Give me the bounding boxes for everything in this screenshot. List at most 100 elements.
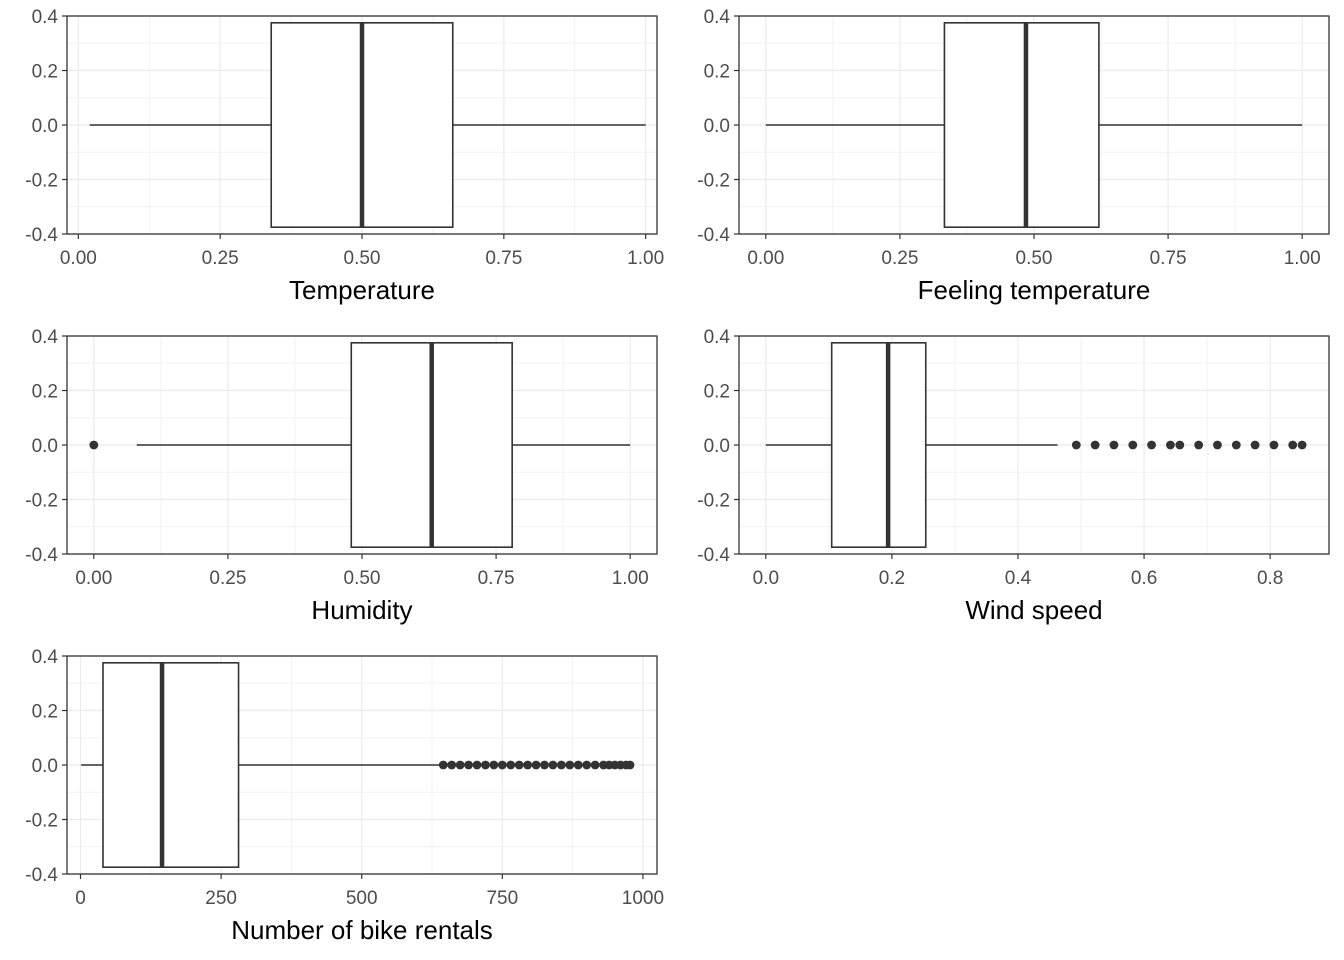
outlier-point [582, 760, 592, 770]
outlier-point [1231, 440, 1241, 450]
y-tick-label: -0.2 [25, 491, 58, 512]
x-tick-label: 0.75 [1150, 248, 1187, 269]
outlier-point [481, 760, 490, 770]
y-tick-label: 0.4 [32, 647, 59, 668]
outlier-point [1175, 440, 1185, 450]
x-axis-title: Wind speed [965, 595, 1102, 625]
y-tick-label: -0.4 [25, 225, 58, 246]
y-tick-label: 0.2 [704, 62, 730, 83]
y-tick-label: 0.0 [704, 436, 730, 457]
outlier-point [523, 760, 533, 770]
y-tick-label: 0.2 [32, 702, 58, 723]
x-tick-label: 0.4 [1005, 568, 1032, 589]
x-tick-label: 0.75 [478, 568, 515, 589]
x-tick-label: 1.00 [1284, 248, 1321, 269]
x-tick-label: 0.50 [344, 248, 381, 269]
outlier-point [1109, 440, 1119, 450]
x-axis-title: Feeling temperature [918, 275, 1151, 305]
outlier-point [497, 760, 507, 770]
x-tick-label: 0 [75, 888, 86, 909]
outlier-point [1213, 440, 1222, 450]
boxplot-svg-feeling-temperature: -0.4 -0.2 0.0 0.2 0.4 0.00 0.25 0.50 0.75 1.00 Fee… [697, 7, 1330, 305]
x-tick-label: 500 [346, 888, 378, 909]
x-tick-label: 0.50 [1016, 248, 1053, 269]
boxplot-svg-wind-speed: -0.4 -0.2 0.0 0.2 0.4 0.0 0.2 0.4 0.6 0.8 Wind spe… [697, 327, 1330, 625]
outlier-point [573, 760, 583, 770]
x-tick-label: 0.75 [485, 248, 522, 269]
outlier-point [1166, 440, 1175, 450]
x-tick-label: 0.8 [1257, 568, 1283, 589]
x-tick-label: 0.00 [747, 248, 784, 269]
outlier-point [1090, 440, 1100, 450]
boxplot-panel-temperature: -0.4 -0.2 0.0 0.2 0.4 0.00 0.25 0.50 0.75 1.00 Tem… [0, 0, 672, 320]
y-tick-label: 0.0 [32, 436, 58, 457]
iqr-box [102, 662, 240, 868]
x-tick-label: 0.00 [60, 248, 97, 269]
outlier-point [590, 760, 600, 770]
y-tick-label: 0.4 [704, 327, 731, 348]
outlier-point [556, 760, 566, 770]
outlier-point [1288, 440, 1298, 450]
outlier-point [489, 760, 499, 770]
outlier-point [472, 760, 482, 770]
outlier-point [1194, 440, 1204, 450]
outlier-point [1269, 440, 1279, 450]
outlier-point [1071, 440, 1081, 450]
boxplot-svg-bike-rentals: -0.4 -0.2 0.0 0.2 0.4 0 250 500 750 1000 Number of… [25, 647, 664, 945]
y-tick-label: -0.2 [25, 811, 58, 832]
x-tick-label: 1.00 [627, 248, 664, 269]
outlier-point [565, 760, 575, 770]
x-tick-label: 0.0 [753, 568, 779, 589]
y-tick-label: -0.2 [25, 171, 58, 192]
outlier-point [548, 760, 558, 770]
outlier-point [89, 440, 99, 450]
outlier-point [506, 760, 516, 770]
x-tick-label: 0.25 [881, 248, 918, 269]
y-tick-label: 0.4 [32, 7, 59, 28]
y-tick-label: -0.4 [25, 865, 58, 886]
y-tick-label: 0.2 [704, 382, 730, 403]
boxplot-svg-temperature: -0.4 -0.2 0.0 0.2 0.4 0.00 0.25 0.50 0.75 1.00 Tem… [25, 7, 664, 305]
boxplot-svg-humidity: -0.4 -0.2 0.0 0.2 0.4 0.00 0.25 0.50 0.75 1.00 Hum… [25, 327, 658, 625]
x-tick-label: 0.50 [344, 568, 381, 589]
outlier-point [1297, 440, 1307, 450]
outlier-point [625, 760, 635, 770]
outlier-point [1128, 440, 1138, 450]
y-tick-label: 0.2 [32, 62, 58, 83]
boxplot-panel-wind-speed: -0.4 -0.2 0.0 0.2 0.4 0.0 0.2 0.4 0.6 0.8 Wind spe… [672, 320, 1344, 640]
x-tick-label: 0.25 [209, 568, 246, 589]
x-tick-label: 1.00 [612, 568, 649, 589]
y-tick-label: 0.0 [32, 116, 58, 137]
y-tick-label: 0.4 [704, 7, 731, 28]
outlier-point [455, 760, 465, 770]
x-axis-title: Humidity [311, 595, 412, 625]
x-tick-label: 0.00 [75, 568, 112, 589]
boxplot-panel-bike-rentals: -0.4 -0.2 0.0 0.2 0.4 0 250 500 750 1000 Number of… [0, 640, 672, 960]
y-tick-label: 0.0 [704, 116, 730, 137]
outlier-point [540, 760, 549, 770]
outlier-point [1250, 440, 1260, 450]
outlier-point [1147, 440, 1156, 450]
x-tick-label: 750 [486, 888, 518, 909]
x-axis-title: Number of bike rentals [231, 915, 493, 945]
iqr-box [830, 342, 927, 548]
y-tick-label: 0.2 [32, 382, 58, 403]
x-tick-label: 1000 [622, 888, 664, 909]
y-tick-label: 0.0 [32, 756, 58, 777]
x-tick-label: 250 [205, 888, 237, 909]
y-tick-label: -0.4 [697, 545, 730, 566]
x-tick-label: 0.2 [879, 568, 905, 589]
outlier-point [514, 760, 524, 770]
y-tick-label: -0.4 [25, 545, 58, 566]
x-axis-title: Temperature [289, 275, 435, 305]
x-tick-label: 0.6 [1131, 568, 1157, 589]
y-tick-label: -0.2 [697, 171, 730, 192]
iqr-box [943, 22, 1100, 228]
y-tick-label: 0.4 [32, 327, 59, 348]
outlier-point [464, 760, 473, 770]
y-tick-label: -0.4 [697, 225, 730, 246]
outlier-point [531, 760, 541, 770]
x-tick-label: 0.25 [202, 248, 239, 269]
boxplot-panel-feeling-temperature: -0.4 -0.2 0.0 0.2 0.4 0.00 0.25 0.50 0.75 1.00 Fee… [672, 0, 1344, 320]
